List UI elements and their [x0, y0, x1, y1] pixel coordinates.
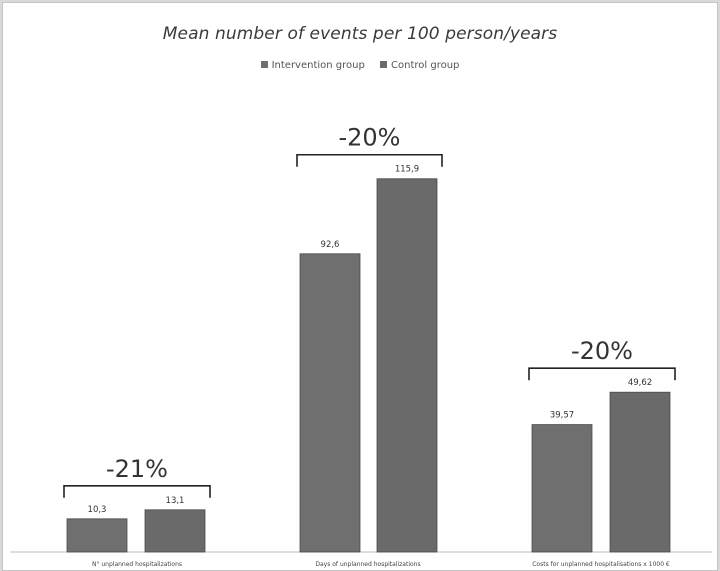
data-label-intervention-1: 92,6: [321, 240, 340, 250]
percent-change-label-2: -20%: [571, 337, 633, 365]
legend-item-intervention: Intervention group: [260, 60, 365, 71]
bracket-1: [296, 153, 443, 167]
bar-intervention-0: [66, 518, 128, 553]
bar-intervention-1: [299, 253, 361, 553]
legend-label-control: Control group: [391, 60, 460, 71]
category-label-1: Days of unplanned hospitalizations: [315, 561, 420, 568]
legend-swatch-control: [380, 61, 388, 68]
data-label-intervention-2: 39,57: [550, 411, 574, 421]
data-label-control-0: 13,1: [166, 496, 185, 506]
bracket-0: [63, 485, 211, 498]
data-label-intervention-0: 10,3: [88, 505, 107, 515]
data-label-control-2: 49,62: [628, 378, 652, 388]
bar-control-1: [376, 178, 438, 553]
category-label-2: Costs for unplanned hospitalisations x 1…: [532, 561, 670, 568]
data-label-control-1: 115,9: [395, 165, 419, 175]
legend-label-intervention: Intervention group: [271, 60, 365, 71]
chart-title: Mean number of events per 100 person/yea…: [162, 24, 558, 44]
bar-control-0: [144, 509, 206, 553]
percent-change-label-1: -20%: [338, 124, 400, 152]
legend: Intervention group Control group: [3, 60, 717, 71]
legend-item-control: Control group: [380, 60, 459, 71]
bar-intervention-2: [531, 424, 593, 553]
bar-control-2: [609, 391, 671, 553]
bracket-2: [528, 367, 676, 381]
legend-swatch-intervention: [260, 61, 268, 68]
percent-change-label-0: -21%: [106, 455, 168, 483]
category-label-0: N° unplanned hospitalizations: [92, 561, 182, 568]
